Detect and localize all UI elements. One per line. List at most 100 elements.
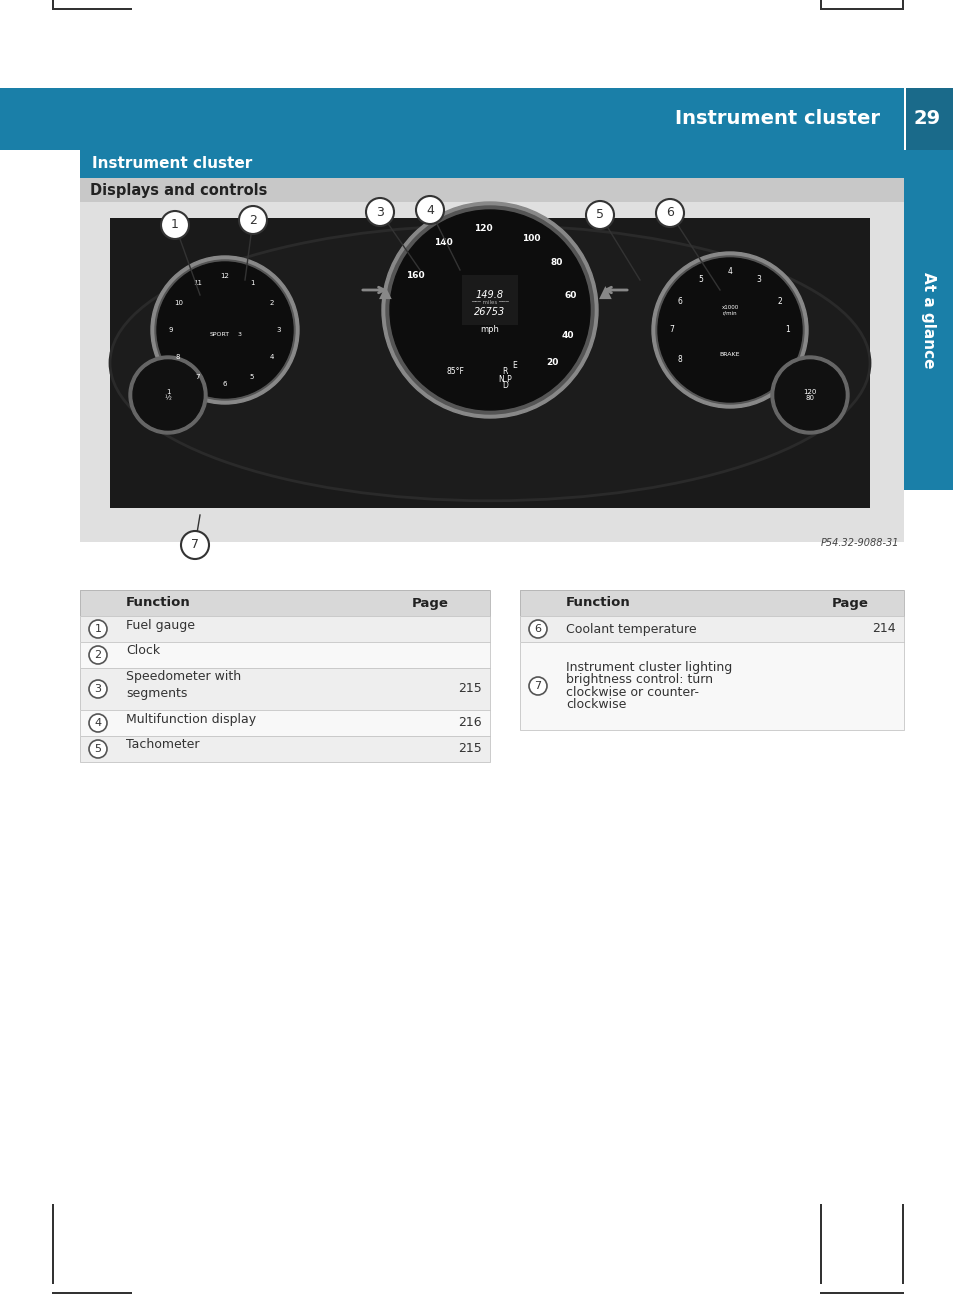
Text: 120: 120 bbox=[473, 224, 492, 233]
Text: 3: 3 bbox=[756, 276, 760, 285]
Bar bbox=[80, 202, 903, 542]
Bar bbox=[519, 616, 903, 642]
Bar bbox=[461, 276, 517, 325]
Circle shape bbox=[416, 195, 443, 224]
Bar bbox=[52, 1203, 54, 1284]
Text: 11: 11 bbox=[193, 281, 202, 286]
Text: 1
½: 1 ½ bbox=[164, 388, 172, 401]
Bar bbox=[519, 616, 903, 642]
Text: At a glance: At a glance bbox=[921, 272, 936, 369]
Text: 1: 1 bbox=[250, 281, 254, 286]
Text: 8: 8 bbox=[175, 355, 180, 360]
Text: 6: 6 bbox=[677, 296, 681, 305]
Bar bbox=[80, 642, 490, 668]
Text: clockwise: clockwise bbox=[565, 697, 626, 710]
Circle shape bbox=[774, 360, 844, 430]
Circle shape bbox=[656, 256, 803, 404]
Text: 8: 8 bbox=[677, 355, 681, 364]
Text: 12: 12 bbox=[220, 273, 230, 280]
Bar bbox=[80, 616, 490, 642]
Text: 3: 3 bbox=[276, 327, 281, 333]
Text: Function: Function bbox=[565, 597, 630, 609]
Circle shape bbox=[386, 206, 594, 414]
Bar bbox=[820, 1203, 821, 1284]
Text: Tachometer: Tachometer bbox=[126, 739, 199, 752]
Text: 6: 6 bbox=[665, 207, 673, 220]
Text: 216: 216 bbox=[457, 717, 481, 730]
Circle shape bbox=[366, 198, 394, 226]
Text: E: E bbox=[512, 361, 517, 370]
Text: 26753: 26753 bbox=[474, 307, 505, 317]
Bar bbox=[820, 1291, 903, 1294]
Circle shape bbox=[161, 211, 189, 239]
Bar bbox=[820, 8, 903, 10]
Text: clockwise or counter-: clockwise or counter- bbox=[565, 686, 699, 699]
Circle shape bbox=[89, 740, 107, 758]
Bar bbox=[903, 88, 953, 150]
Text: 5: 5 bbox=[250, 374, 253, 379]
Text: 4: 4 bbox=[727, 268, 732, 277]
Circle shape bbox=[129, 356, 207, 433]
Text: ▲: ▲ bbox=[378, 283, 391, 302]
Text: 40: 40 bbox=[561, 331, 574, 340]
Bar bbox=[80, 179, 903, 202]
Text: 1: 1 bbox=[171, 219, 179, 232]
Text: 2: 2 bbox=[94, 650, 101, 660]
Text: Function: Function bbox=[126, 597, 191, 609]
Text: P54.32-9088-31: P54.32-9088-31 bbox=[820, 538, 898, 547]
Text: Clock: Clock bbox=[126, 644, 160, 657]
Circle shape bbox=[89, 620, 107, 638]
Circle shape bbox=[89, 681, 107, 697]
Text: Instrument cluster: Instrument cluster bbox=[675, 110, 879, 128]
Text: Fuel gauge: Fuel gauge bbox=[126, 619, 194, 631]
Bar bbox=[52, 0, 54, 10]
Text: 214: 214 bbox=[871, 622, 895, 635]
Text: 5: 5 bbox=[94, 744, 101, 754]
Text: Page: Page bbox=[831, 597, 868, 609]
Text: 7: 7 bbox=[195, 374, 200, 379]
Text: 215: 215 bbox=[457, 743, 481, 756]
Text: Coolant temperature: Coolant temperature bbox=[565, 622, 696, 635]
Text: 4: 4 bbox=[426, 203, 434, 216]
Circle shape bbox=[89, 714, 107, 732]
Text: Instrument cluster: Instrument cluster bbox=[91, 157, 252, 172]
Text: Displays and controls: Displays and controls bbox=[90, 182, 267, 198]
Circle shape bbox=[381, 202, 598, 418]
Circle shape bbox=[239, 206, 267, 234]
Text: ▲: ▲ bbox=[598, 283, 611, 302]
Text: 5: 5 bbox=[596, 208, 603, 221]
Text: 160: 160 bbox=[406, 270, 424, 280]
Text: 2: 2 bbox=[249, 214, 256, 226]
Text: 85°F: 85°F bbox=[446, 367, 463, 377]
Circle shape bbox=[585, 201, 614, 229]
Text: 9: 9 bbox=[169, 327, 173, 333]
Bar bbox=[903, 150, 953, 490]
Text: SPORT: SPORT bbox=[210, 333, 230, 338]
Bar bbox=[519, 642, 903, 730]
Text: Speedometer with
segments: Speedometer with segments bbox=[126, 670, 241, 700]
Text: 4: 4 bbox=[270, 355, 274, 360]
Text: x1000
r/min: x1000 r/min bbox=[720, 304, 738, 316]
Bar bbox=[80, 590, 490, 616]
Bar bbox=[80, 590, 490, 616]
Bar bbox=[80, 710, 490, 736]
Bar bbox=[110, 217, 869, 509]
Bar bbox=[80, 150, 903, 179]
Text: 120
80: 120 80 bbox=[802, 388, 816, 401]
Bar bbox=[901, 1203, 903, 1284]
Bar bbox=[80, 710, 490, 736]
Circle shape bbox=[390, 210, 589, 410]
Circle shape bbox=[181, 531, 209, 559]
Text: 29: 29 bbox=[912, 110, 940, 128]
Text: 3: 3 bbox=[375, 206, 383, 219]
Bar bbox=[52, 1291, 132, 1294]
Text: brightness control: turn: brightness control: turn bbox=[565, 673, 712, 687]
Text: N P: N P bbox=[498, 374, 511, 383]
Bar bbox=[903, 88, 905, 150]
Text: 20: 20 bbox=[546, 358, 558, 367]
Text: Multifunction display: Multifunction display bbox=[126, 713, 255, 726]
Bar bbox=[80, 668, 490, 710]
Bar bbox=[901, 0, 903, 10]
Bar bbox=[519, 590, 903, 616]
Text: 5: 5 bbox=[698, 276, 702, 285]
